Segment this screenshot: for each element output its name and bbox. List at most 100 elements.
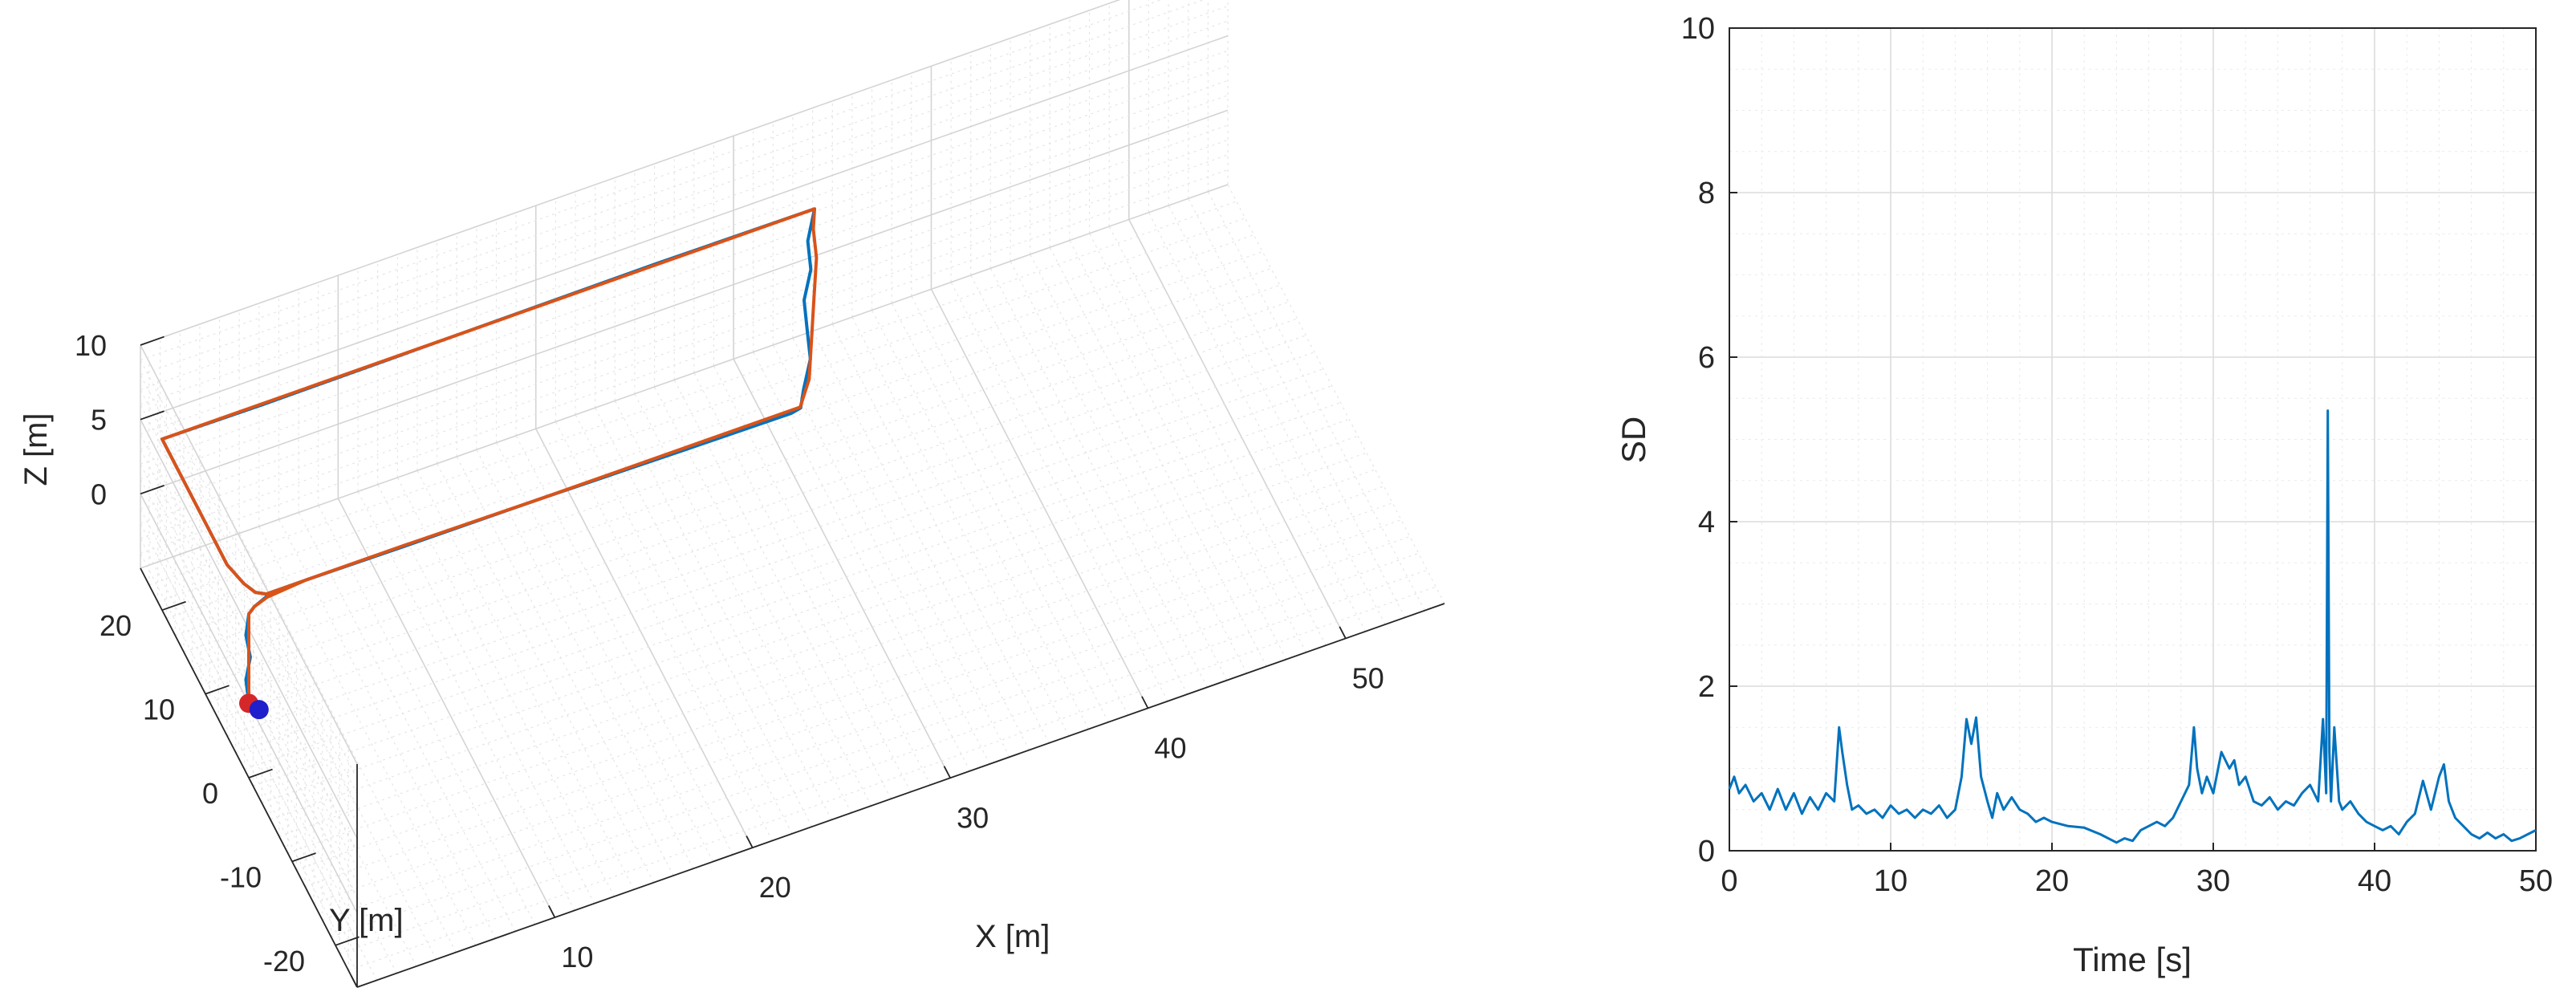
z-tick-label: 10 xyxy=(75,329,107,362)
wall-gridline xyxy=(140,0,1205,376)
trajectory-line-1 xyxy=(160,207,816,705)
floor-gridline xyxy=(891,303,1109,722)
x-tick-label: 20 xyxy=(2035,864,2069,898)
floor-gridline xyxy=(183,267,1272,652)
y-tick xyxy=(161,600,186,612)
floor-gridline xyxy=(377,484,595,904)
wall-gridline xyxy=(140,79,1229,465)
floor-gridline xyxy=(337,498,556,918)
floor-gridline xyxy=(930,288,1149,709)
wall-gridline xyxy=(140,65,1229,450)
floor-gridline xyxy=(296,486,1384,871)
floor-gridline xyxy=(209,318,1298,703)
y-tick-label: -10 xyxy=(220,860,262,893)
floor-gridline xyxy=(989,268,1208,688)
start-marker-2 xyxy=(249,700,269,720)
floor-gridline xyxy=(1049,246,1267,667)
x-tick-label: 40 xyxy=(2358,864,2391,898)
axes-frame xyxy=(1729,27,2537,852)
wall-gridline xyxy=(140,433,358,854)
wall-gridline xyxy=(140,0,1121,346)
series-2d xyxy=(1728,409,2537,844)
wall-gridline xyxy=(140,6,1229,391)
floor-gridline xyxy=(238,533,457,953)
floor-gridline xyxy=(1089,233,1307,653)
floor-gridline xyxy=(179,554,397,974)
floor-gridline xyxy=(1168,205,1386,625)
grid-3d xyxy=(140,0,1445,988)
floor-gridline xyxy=(476,449,694,869)
floor-gridline xyxy=(673,380,892,799)
y-tick-label: 8 xyxy=(1698,177,1715,210)
x-axis-label-3d: X [m] xyxy=(975,919,1050,954)
x-tick-label: 0 xyxy=(1721,864,1737,898)
x-tick-label: 20 xyxy=(759,871,791,904)
floor-gridline xyxy=(278,452,1367,837)
floor-gridline xyxy=(831,323,1050,744)
floor-gridline xyxy=(693,372,912,792)
x-tick-label: 10 xyxy=(561,941,593,974)
wall-gridline xyxy=(140,538,358,958)
trajectory-line-2 xyxy=(160,207,819,705)
floor-gridline xyxy=(515,435,733,856)
floor-gridline xyxy=(148,201,1237,586)
y-axis-label-3d: Y [m] xyxy=(329,903,404,938)
floor-gridline xyxy=(278,518,496,939)
floor-gridline xyxy=(298,512,516,932)
floor-gridline xyxy=(226,352,1315,737)
y-tick-label: 0 xyxy=(202,777,218,810)
x-tick-label: 30 xyxy=(957,801,989,834)
series-3d xyxy=(160,207,819,705)
wall-gridline xyxy=(140,20,1229,405)
wall-gridline xyxy=(140,449,358,868)
floor-gridline xyxy=(416,470,635,890)
x-tick-label: 10 xyxy=(1874,864,1908,898)
floor-gridline xyxy=(654,386,872,807)
floor-gridline xyxy=(575,414,793,835)
wall-gridline xyxy=(140,374,358,795)
floor-gridline xyxy=(456,456,674,876)
y-tick xyxy=(335,936,360,946)
y-tick-label: 6 xyxy=(1698,341,1715,375)
wall-gridline xyxy=(140,184,1229,569)
floor-gridline xyxy=(322,535,1410,921)
y-tick-label: 20 xyxy=(100,609,132,642)
floor-gridline xyxy=(595,407,813,827)
x-tick-label: 50 xyxy=(2519,864,2553,898)
ticks-2d: 0 10 20 30 40 50 0 2 4 6 8 10 xyxy=(1681,12,2553,898)
y-tick-label: 10 xyxy=(1681,12,1715,46)
z-tick xyxy=(140,335,165,346)
floor-gridline xyxy=(1030,254,1248,674)
floor-gridline xyxy=(614,400,832,820)
floor-gridline xyxy=(318,505,536,925)
floor-gridline xyxy=(253,401,1341,787)
wall-gridline xyxy=(140,139,1229,524)
floor-gridline xyxy=(713,365,931,786)
floor-gridline xyxy=(219,539,437,960)
wall-gridline xyxy=(140,154,1229,539)
wall-gridline xyxy=(140,109,1229,495)
wall-gridline xyxy=(140,0,1163,361)
floor-gridline xyxy=(201,301,1289,686)
floor-gridline xyxy=(270,435,1359,820)
sd-time-plot: 0 10 20 30 40 50 0 2 4 6 8 10 Time [s] SD xyxy=(1615,12,2553,978)
wall-gridline xyxy=(140,389,358,809)
z-tick-label: 5 xyxy=(91,404,107,437)
x-tick-label: 30 xyxy=(2196,864,2230,898)
floor-gridline xyxy=(1148,212,1366,632)
floor-gridline xyxy=(1188,198,1406,618)
y-tick-label: 2 xyxy=(1698,670,1715,704)
floor-gridline xyxy=(812,331,1030,750)
y-tick xyxy=(248,768,273,779)
x-tick-label: 50 xyxy=(1352,661,1384,694)
x-tick xyxy=(746,835,754,848)
floor-gridline xyxy=(160,561,378,981)
floor-gridline xyxy=(339,569,1428,954)
floor-gridline xyxy=(287,469,1375,854)
x-tick xyxy=(943,766,951,779)
wall-gridline xyxy=(140,360,358,779)
floor-gridline xyxy=(634,393,852,813)
plot-area xyxy=(1729,28,2536,851)
